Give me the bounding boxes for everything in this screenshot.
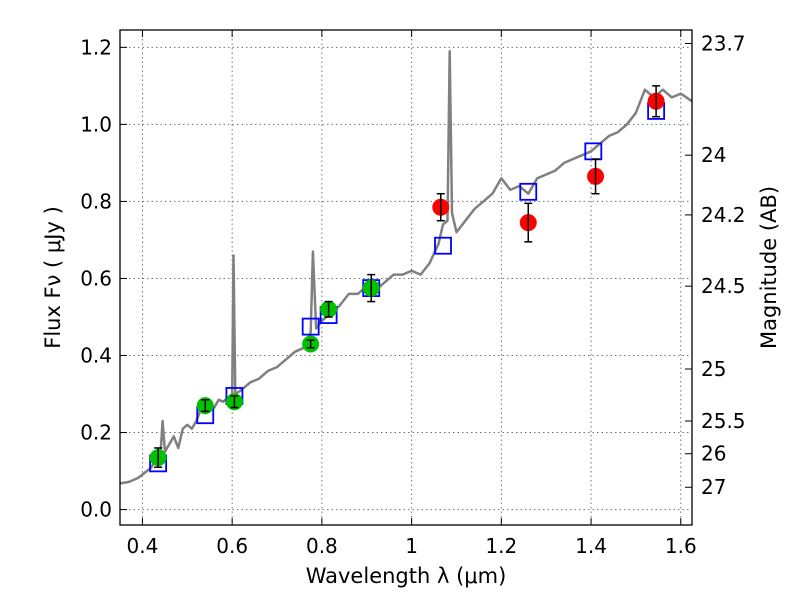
x-tick-label: 0.6	[216, 534, 248, 558]
x-axis-label: Wavelength λ (μm)	[306, 564, 507, 588]
x-tick-label: 1.2	[485, 534, 517, 558]
model-band-box	[519, 182, 538, 201]
plot-frame	[119, 29, 693, 526]
y-tick-label: 0.2	[80, 421, 112, 445]
y-tick-label: 1.0	[80, 112, 112, 136]
model-band-box	[434, 236, 452, 255]
y-tick-label: 1.2	[80, 35, 112, 59]
y-tick-label: 0.6	[80, 266, 112, 290]
grid	[120, 30, 692, 525]
x-tick-label: 1.4	[575, 534, 607, 558]
right-tick-label: 23.7	[701, 31, 746, 55]
axis-ticks: 0.4 0.6 0.8 1 1.2 1.4 1.6 0.0 0.2 0.4 0.6 0.8 1.0 1.2…	[80, 30, 746, 558]
x-tick-label: 0.4	[127, 534, 159, 558]
model-band-box	[301, 317, 320, 336]
x-tick-label: 1.6	[665, 534, 697, 558]
x-tick-label: 1	[405, 534, 418, 558]
right-tick-label: 26	[701, 442, 726, 466]
y-tick-label: 0.0	[80, 498, 112, 522]
model-sed-layer	[119, 49, 693, 485]
right-tick-label: 24.2	[701, 203, 746, 227]
y-tick-label: 0.8	[80, 189, 112, 213]
right-tick-label: 24	[701, 143, 726, 167]
x-tick-label: 0.8	[306, 534, 338, 558]
y-tick-label: 0.4	[80, 344, 112, 368]
photometry-layer	[149, 85, 666, 473]
y-axis-label: Flux Fν ( μJy )	[41, 206, 65, 349]
right-tick-label: 25.5	[701, 409, 746, 433]
right-axis-label: Magnitude (AB)	[757, 186, 781, 349]
right-tick-label: 25	[701, 357, 726, 381]
right-tick-label: 27	[701, 475, 726, 499]
right-tick-label: 24.5	[701, 274, 746, 298]
model-sed-line	[119, 49, 693, 485]
